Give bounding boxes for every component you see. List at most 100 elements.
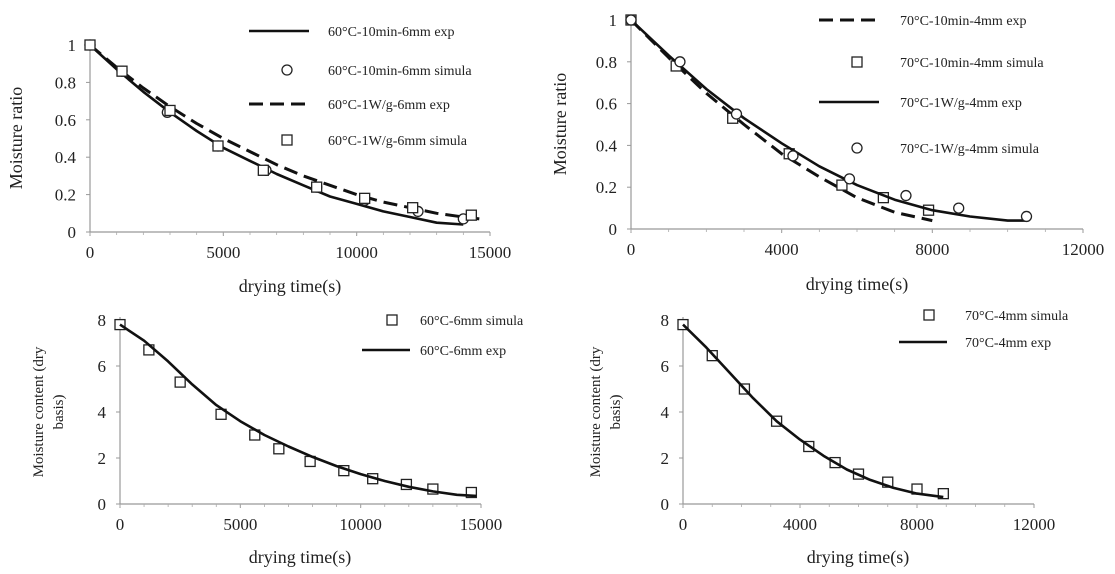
series-1	[114, 318, 478, 499]
x-axis-title: drying time(s)	[239, 276, 341, 297]
legend-entry: 70°C-1W/g-4mm exp	[819, 96, 1022, 111]
x-tick-label: 4000	[783, 515, 817, 534]
legend-label: 70°C-4mm exp	[965, 336, 1051, 351]
series-3	[630, 19, 1027, 222]
data-point-circle	[843, 173, 856, 185]
y-tick-label: 0	[98, 495, 107, 514]
y-tick-label: 4	[98, 403, 107, 422]
data-point-square	[174, 376, 186, 388]
legend-label: 60°C-1W/g-6mm exp	[328, 98, 450, 113]
series-1	[629, 18, 933, 223]
x-tick-label: 8000	[900, 515, 934, 534]
y-tick-label: 0.2	[596, 178, 617, 197]
data-point-square	[836, 179, 848, 191]
data-point-square	[273, 443, 285, 455]
x-tick-label: 0	[86, 243, 95, 262]
y-axis-title: Moisture ratio	[6, 87, 26, 189]
legend-entry: 60°C-1W/g-6mm simula	[281, 134, 468, 149]
data-point-square	[84, 39, 96, 51]
legend-label: 60°C-6mm simula	[420, 314, 524, 329]
data-point-square	[386, 314, 398, 326]
data-point-circle	[787, 150, 799, 162]
legend-label: 60°C-1W/g-6mm simula	[328, 134, 468, 149]
y-tick-label: 0.2	[55, 186, 76, 205]
y-axis-title: Moisture content (dry basis)	[31, 346, 67, 477]
x-axis-title: drying time(s)	[807, 547, 909, 568]
legend-entry: 70°C-4mm simula	[923, 309, 1069, 324]
y-axis-title: Moisture ratio	[550, 73, 570, 175]
y-tick-label: 0.6	[596, 95, 617, 114]
series-line	[629, 18, 933, 223]
chart-panel-1: 0 5000 10000 15000 0 0.2 0.4 0.6 0.8 1 drying time…	[6, 25, 511, 297]
y-tick-label: 0.8	[596, 53, 617, 72]
data-point-square	[164, 104, 176, 117]
x-tick-label: 10000	[335, 243, 378, 262]
y-tick-label: 4	[661, 403, 670, 422]
x-tick-label: 15000	[469, 243, 512, 262]
y-axis-title-line2: basis)	[51, 395, 67, 430]
chart-panel-4: 0 4000 8000 12000 0 2 4 6 8 drying time(s) Moistur…	[588, 309, 1069, 568]
x-axis-title: drying time(s)	[806, 274, 908, 295]
y-tick-label: 0	[68, 223, 77, 242]
legend-entry: 60°C-10min-6mm simula	[281, 64, 472, 79]
x-tick-label: 0	[627, 240, 636, 259]
series-line	[89, 44, 464, 226]
legend-label: 60°C-10min-6mm exp	[328, 25, 455, 40]
y-tick-label: 0.6	[55, 111, 76, 130]
data-point-circle	[730, 108, 743, 120]
y-tick-label: 0.4	[55, 148, 77, 167]
series-1	[89, 44, 464, 226]
legend-entry: 60°C-10min-6mm exp	[249, 25, 455, 40]
chart-panel-2: 0 4000 8000 12000 0 0.2 0.4 0.6 0.8 1 drying time(…	[550, 11, 1104, 295]
x-tick-label: 15000	[460, 515, 503, 534]
legend-entry: 60°C-6mm exp	[362, 344, 506, 359]
data-point-square	[851, 56, 863, 68]
legend-label: 70°C-10min-4mm exp	[900, 14, 1027, 29]
x-tick-label: 10000	[339, 515, 382, 534]
x-tick-label: 0	[679, 515, 688, 534]
x-tick-label: 4000	[765, 240, 799, 259]
data-point-square	[427, 483, 439, 495]
data-point-circle	[625, 14, 637, 26]
y-tick-label: 0	[609, 220, 618, 239]
data-point-square	[212, 140, 224, 152]
series-4	[625, 14, 1033, 223]
data-point-square	[937, 487, 949, 500]
legend-entry: 70°C-1W/g-4mm simula	[851, 142, 1040, 157]
data-point-circle	[851, 142, 863, 154]
data-point-circle	[1020, 210, 1033, 223]
x-axis-title: drying time(s)	[249, 547, 351, 568]
y-tick-label: 1	[609, 11, 618, 30]
series-2	[119, 323, 477, 498]
data-point-circle	[953, 202, 965, 214]
chart-panel-3: 0 5000 10000 15000 0 2 4 6 8 drying time(s) Moistu…	[31, 311, 524, 568]
series-line	[119, 323, 477, 498]
data-point-square	[407, 202, 419, 214]
legend-label: 70°C-10min-4mm simula	[900, 56, 1044, 71]
y-tick-label: 0.8	[55, 73, 76, 92]
data-point-circle	[281, 64, 293, 76]
x-tick-label: 5000	[223, 515, 257, 534]
series-3	[89, 43, 480, 221]
series-2	[625, 14, 935, 216]
y-tick-label: 1	[68, 36, 77, 55]
y-tick-label: 0.4	[596, 136, 618, 155]
y-axis-title-line2: basis)	[608, 395, 624, 430]
x-tick-label: 0	[116, 515, 125, 534]
legend-entry: 60°C-6mm simula	[386, 314, 524, 329]
data-point-square	[257, 164, 269, 176]
series-2	[682, 323, 944, 499]
y-tick-label: 6	[661, 357, 670, 376]
series-line	[89, 43, 480, 221]
y-axis-title: Moisture content (dry basis)	[588, 346, 624, 477]
y-tick-label: 8	[98, 311, 107, 330]
x-tick-label: 8000	[915, 240, 949, 259]
y-axis-title-line1: Moisture content (dry	[31, 346, 47, 477]
legend-label: 70°C-4mm simula	[965, 309, 1069, 324]
legend-entry: 70°C-10min-4mm exp	[819, 14, 1027, 29]
data-point-square	[465, 486, 478, 499]
y-tick-label: 0	[661, 495, 670, 514]
series-line	[682, 323, 944, 499]
y-axis-title-line1: Moisture content (dry	[588, 346, 604, 477]
x-tick-label: 12000	[1062, 240, 1105, 259]
